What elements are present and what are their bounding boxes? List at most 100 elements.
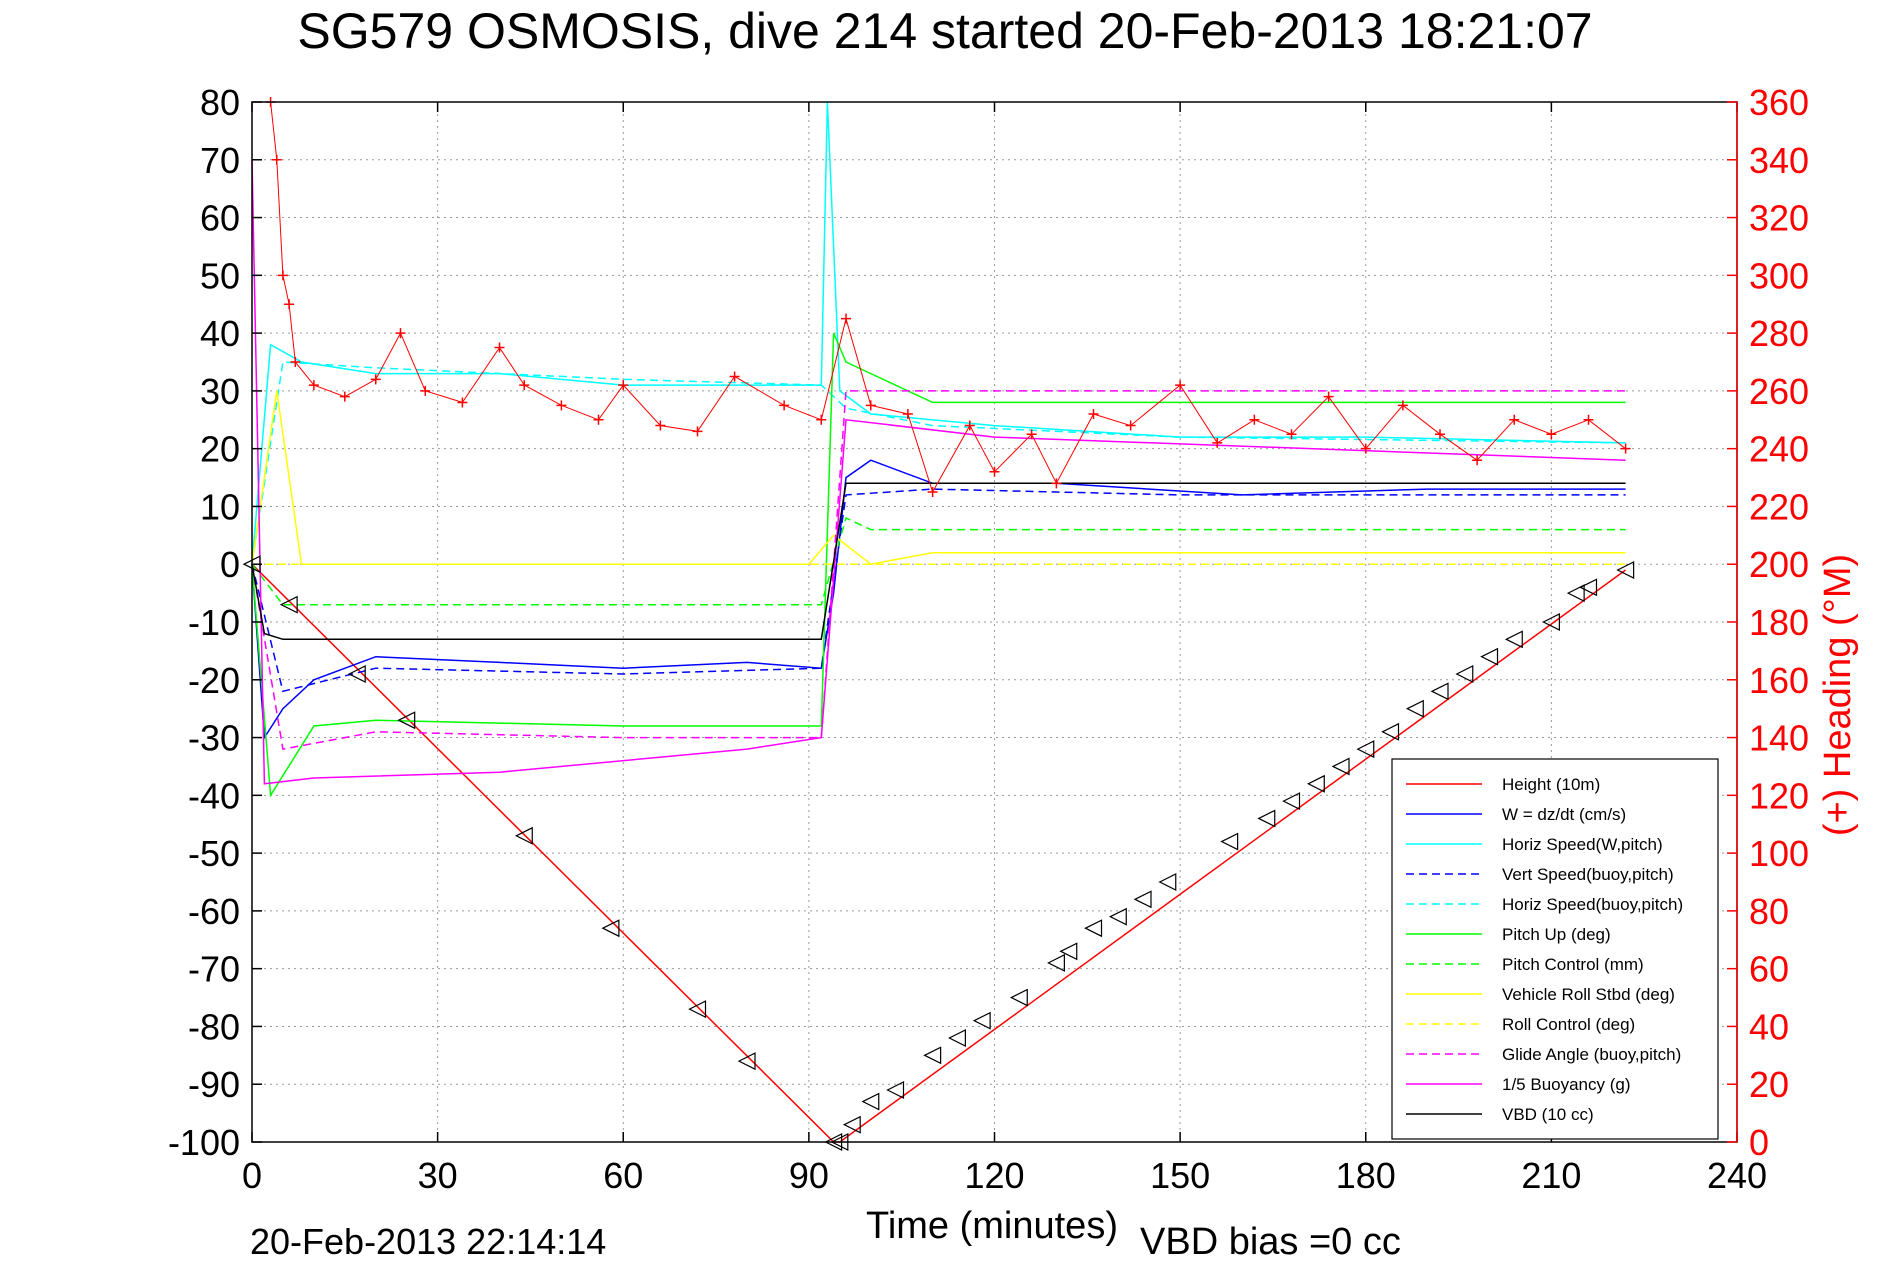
heading-point — [339, 391, 350, 402]
y-right-tick-label: 40 — [1749, 1006, 1789, 1047]
y-left-tick-label: -100 — [168, 1122, 240, 1163]
x-tick-label: 0 — [242, 1155, 262, 1196]
series-line-vbd-10-cc — [251, 482, 1626, 641]
series-line-pitch-control-mm — [251, 516, 1626, 606]
y-left-tick-label: -80 — [188, 1006, 240, 1047]
triangle-marker — [861, 1092, 880, 1111]
triangle-marker — [688, 1000, 707, 1019]
timestamp-label: 20-Feb-2013 22:14:14 — [250, 1221, 606, 1262]
y-left-tick-label: -30 — [188, 718, 240, 759]
heading-point — [816, 414, 827, 425]
legend-label: 1/5 Buoyancy (g) — [1502, 1075, 1631, 1094]
legend-label: Vert Speed(buoy,pitch) — [1502, 865, 1674, 884]
legend-label: Pitch Control (mm) — [1502, 955, 1644, 974]
x-tick-label: 240 — [1707, 1155, 1767, 1196]
series-line-horiz-speed-buoy-pitch — [251, 361, 1626, 565]
heading-point — [1509, 414, 1520, 425]
y-left-tick-label: 50 — [200, 255, 240, 296]
heading-point — [1249, 414, 1260, 425]
x-tick-label: 60 — [603, 1155, 643, 1196]
triangle-marker — [279, 595, 298, 614]
triangle-marker — [1542, 613, 1560, 631]
triangle-marker — [397, 711, 416, 730]
series-line-pitch-up-deg — [251, 332, 1626, 798]
triangle-marker — [1616, 561, 1635, 579]
triangle-marker — [1331, 757, 1350, 776]
y-right-tick-label: 80 — [1749, 891, 1789, 932]
triangle-marker — [514, 826, 533, 845]
triangle-marker — [1480, 647, 1499, 666]
legend-label: VBD (10 cc) — [1502, 1105, 1594, 1124]
y-right-tick-label: 320 — [1749, 198, 1809, 239]
heading-point — [1360, 443, 1371, 454]
triangle-marker — [1566, 584, 1585, 603]
legend-label: Vehicle Roll Stbd (deg) — [1502, 985, 1675, 1004]
heading-point — [1026, 429, 1037, 440]
y-left-tick-label: -90 — [188, 1064, 240, 1105]
y-left-tick-label: 40 — [200, 313, 240, 354]
heading-point — [1472, 455, 1483, 466]
heading-line — [270, 101, 1626, 494]
triangle-marker — [1579, 578, 1598, 597]
triangle-marker — [1504, 630, 1523, 649]
triangle-marker — [601, 919, 620, 938]
y-left-tick-label: -40 — [188, 775, 240, 816]
triangle-marker — [1430, 682, 1449, 701]
legend-label: Glide Angle (buoy,pitch) — [1502, 1045, 1681, 1064]
y-right-tick-label: 0 — [1749, 1122, 1769, 1163]
heading-point — [494, 342, 505, 353]
triangle-marker — [1220, 832, 1239, 851]
y-left-tick-label: 70 — [200, 140, 240, 181]
heading-point — [1286, 429, 1297, 440]
vbd-bias-label: VBD bias =0 cc — [1140, 1221, 1401, 1262]
y-right-tick-label: 120 — [1749, 775, 1809, 816]
y-left-tick-labels: 80 70 60 50 40 30 20 10 0 -10 -20 -30 -40 -50 -60 -70 -8… — [168, 82, 262, 1163]
heading-point — [519, 380, 530, 391]
heading-point — [284, 299, 295, 310]
y-left-tick-label: -60 — [188, 891, 240, 932]
heading-point — [290, 357, 301, 367]
y-right-tick-label: 260 — [1749, 371, 1809, 412]
series-layer — [251, 101, 1627, 1143]
y-right-tick-label: 300 — [1749, 255, 1809, 296]
y-right-tick-label: 20 — [1749, 1064, 1789, 1105]
legend: Height (10m) W = dz/dt (cm/s) Horiz Speed(… — [1391, 758, 1719, 1140]
legend-label: Horiz Speed(W,pitch) — [1502, 835, 1663, 854]
chart-title: SG579 OSMOSIS, dive 214 started 20-Feb-2… — [297, 3, 1592, 59]
heading-point — [593, 414, 604, 425]
series-line-w-dz-dt-cm-s — [251, 459, 1626, 740]
y-left-tick-label: 30 — [200, 371, 240, 412]
heading-point — [1397, 400, 1408, 411]
triangle-marker — [948, 1029, 966, 1047]
y-right-tick-label: 100 — [1749, 833, 1809, 874]
heading-point — [420, 385, 431, 396]
triangle-marker — [1455, 665, 1474, 683]
heading-point — [692, 426, 703, 437]
heading-point — [556, 400, 567, 411]
heading-point — [457, 397, 468, 408]
heading-point — [779, 400, 790, 411]
triangle-marker — [886, 1081, 905, 1099]
triangle-marker — [923, 1046, 942, 1065]
x-tick-label: 90 — [789, 1155, 829, 1196]
heading-point — [841, 313, 851, 324]
heading-point — [1435, 429, 1445, 440]
y-right-axis-label: (+) Heading (°M) — [1817, 554, 1859, 836]
y-right-tick-label: 280 — [1749, 313, 1809, 354]
triangle-marker — [347, 665, 366, 683]
heading-point — [1051, 478, 1062, 489]
x-tick-label: 210 — [1521, 1155, 1581, 1196]
y-right-tick-labels: 3603403203002802602402202001801601401201… — [1727, 82, 1809, 1163]
legend-label: Horiz Speed(buoy,pitch) — [1502, 895, 1683, 914]
triangle-marker — [1133, 890, 1152, 909]
heading-layer — [265, 97, 1631, 497]
y-right-tick-label: 200 — [1749, 544, 1809, 585]
heading-point — [1125, 420, 1136, 431]
heading-point — [655, 420, 666, 431]
triangle-marker — [1158, 873, 1177, 891]
series-line-glide-angle-buoy-pitch — [251, 390, 1626, 750]
x-tick-label: 180 — [1336, 1155, 1396, 1196]
legend-label: Height (10m) — [1502, 775, 1600, 794]
triangle-marker — [1257, 809, 1276, 828]
legend-box — [1391, 758, 1719, 1140]
